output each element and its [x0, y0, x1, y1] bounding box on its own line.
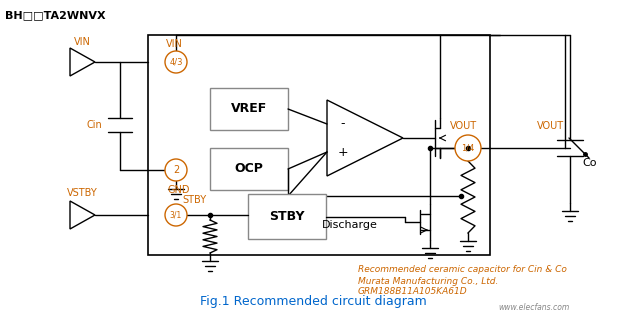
Text: 3/1: 3/1 [170, 211, 182, 220]
Circle shape [455, 135, 481, 161]
Text: VSTBY: VSTBY [66, 188, 97, 198]
Bar [210, 88, 288, 130]
Text: Co: Co [583, 158, 598, 168]
Bar [148, 35, 490, 255]
Text: Murata Manufacturing Co., Ltd.: Murata Manufacturing Co., Ltd. [358, 276, 498, 285]
Text: OCP: OCP [235, 163, 263, 175]
Text: Recommended ceramic capacitor for Cin & Co: Recommended ceramic capacitor for Cin & … [358, 266, 567, 275]
Text: Fig.1 Recommended circuit diagram: Fig.1 Recommended circuit diagram [200, 295, 427, 308]
Bar [248, 194, 326, 239]
Text: VIN: VIN [73, 37, 91, 47]
Text: VIN: VIN [166, 39, 182, 49]
Text: Discharge: Discharge [322, 220, 378, 230]
Text: GND: GND [168, 185, 191, 195]
Text: GRM188B11A105KA61D: GRM188B11A105KA61D [358, 287, 468, 297]
Text: 1/4: 1/4 [461, 143, 475, 153]
Circle shape [165, 159, 187, 181]
Circle shape [165, 204, 187, 226]
Text: -: - [341, 117, 345, 131]
Circle shape [165, 51, 187, 73]
Text: STBY: STBY [269, 210, 304, 223]
Text: VOUT: VOUT [536, 121, 563, 131]
Text: +: + [337, 146, 348, 158]
Text: Cin: Cin [86, 120, 102, 130]
Text: 2: 2 [173, 165, 179, 175]
Text: www.elecfans.com: www.elecfans.com [498, 303, 569, 313]
Text: STBY: STBY [182, 195, 206, 205]
Text: BH□□TA2WNVX: BH□□TA2WNVX [5, 10, 106, 20]
Bar [210, 148, 288, 190]
Text: 4/3: 4/3 [169, 58, 183, 67]
Text: VREF: VREF [231, 102, 267, 116]
Text: VOUT: VOUT [449, 121, 477, 131]
